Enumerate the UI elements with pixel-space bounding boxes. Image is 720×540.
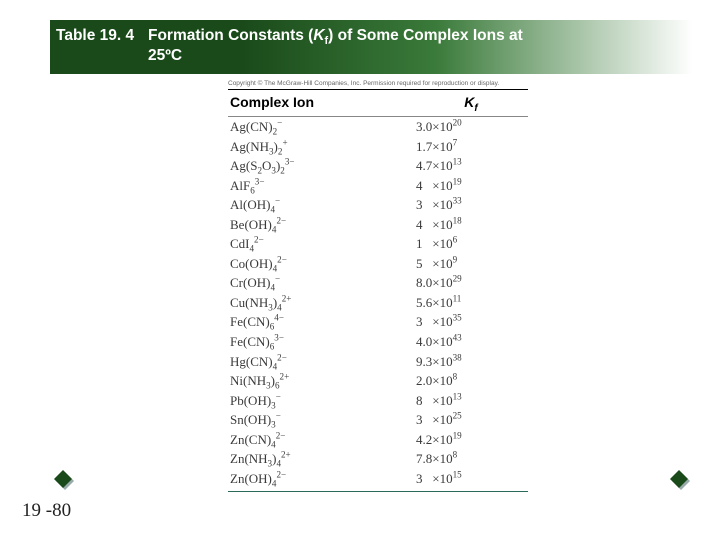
cell-ion: Zn(NH3)42+ bbox=[228, 449, 414, 469]
table-row: Ag(S2O3)23−4.7×1013 bbox=[228, 156, 528, 176]
title-bar: Table 19. 4 Formation Constants (Kf) of … bbox=[50, 20, 693, 74]
cell-ion: Cu(NH3)42+ bbox=[228, 293, 414, 313]
cell-ion: Ag(CN)2− bbox=[228, 117, 414, 137]
cell-kf: 3 ×1033 bbox=[414, 195, 528, 215]
cell-ion: Zn(OH)42− bbox=[228, 469, 414, 492]
cell-ion: Hg(CN)42− bbox=[228, 352, 414, 372]
cell-kf: 5 ×109 bbox=[414, 254, 528, 274]
table-row: Ag(CN)2−3.0×1020 bbox=[228, 117, 528, 137]
cell-ion: Cr(OH)4− bbox=[228, 273, 414, 293]
table-container: Copyright © The McGraw-Hill Companies, I… bbox=[228, 80, 528, 492]
cell-ion: AlF63− bbox=[228, 176, 414, 196]
decoration-diamond-right bbox=[668, 470, 690, 492]
cell-ion: Zn(CN)42− bbox=[228, 430, 414, 450]
cell-kf: 5.6×1011 bbox=[414, 293, 528, 313]
cell-ion: Ag(S2O3)23− bbox=[228, 156, 414, 176]
cell-kf: 1.7×107 bbox=[414, 137, 528, 157]
table-row: Cr(OH)4−8.0×1029 bbox=[228, 273, 528, 293]
table-row: Zn(CN)42−4.2×1019 bbox=[228, 430, 528, 450]
cell-kf: 3 ×1015 bbox=[414, 469, 528, 492]
table-row: Cu(NH3)42+5.6×1011 bbox=[228, 293, 528, 313]
cell-ion: Ag(NH3)2+ bbox=[228, 137, 414, 157]
cell-kf: 8.0×1029 bbox=[414, 273, 528, 293]
cell-kf: 9.3×1038 bbox=[414, 352, 528, 372]
cell-kf: 8 ×1013 bbox=[414, 391, 528, 411]
table-body: Ag(CN)2−3.0×1020Ag(NH3)2+1.7×107Ag(S2O3)… bbox=[228, 117, 528, 492]
table-row: Be(OH)42−4 ×1018 bbox=[228, 215, 528, 235]
copyright-text: Copyright © The McGraw-Hill Companies, I… bbox=[228, 80, 528, 87]
cell-kf: 3 ×1025 bbox=[414, 410, 528, 430]
table-row: CdI42−1 ×106 bbox=[228, 234, 528, 254]
cell-ion: Co(OH)42− bbox=[228, 254, 414, 274]
title-line1: Formation Constants (Kf) of Some Complex… bbox=[148, 26, 523, 46]
table-row: Fe(CN)63−4.0×1043 bbox=[228, 332, 528, 352]
header-kf: Kf bbox=[414, 90, 528, 117]
cell-kf: 4.2×1019 bbox=[414, 430, 528, 450]
table-row: Ag(NH3)2+1.7×107 bbox=[228, 137, 528, 157]
table-row: Co(OH)42−5 ×109 bbox=[228, 254, 528, 274]
cell-ion: Fe(CN)63− bbox=[228, 332, 414, 352]
table-row: Zn(NH3)42+7.8×108 bbox=[228, 449, 528, 469]
table-row: Ni(NH3)62+2.0×108 bbox=[228, 371, 528, 391]
cell-ion: Fe(CN)64− bbox=[228, 312, 414, 332]
table-row: Sn(OH)3−3 ×1025 bbox=[228, 410, 528, 430]
cell-kf: 4 ×1018 bbox=[414, 215, 528, 235]
cell-kf: 3 ×1035 bbox=[414, 312, 528, 332]
decoration-diamond-left bbox=[52, 470, 74, 492]
cell-ion: CdI42− bbox=[228, 234, 414, 254]
cell-ion: Sn(OH)3− bbox=[228, 410, 414, 430]
cell-ion: Be(OH)42− bbox=[228, 215, 414, 235]
cell-ion: Ni(NH3)62+ bbox=[228, 371, 414, 391]
cell-kf: 3.0×1020 bbox=[414, 117, 528, 137]
table-row: Hg(CN)42−9.3×1038 bbox=[228, 352, 528, 372]
cell-kf: 2.0×108 bbox=[414, 371, 528, 391]
cell-kf: 4.7×1013 bbox=[414, 156, 528, 176]
table-row: Fe(CN)64−3 ×1035 bbox=[228, 312, 528, 332]
cell-kf: 4 ×1019 bbox=[414, 176, 528, 196]
cell-ion: Pb(OH)3− bbox=[228, 391, 414, 411]
page-number: 19 -80 bbox=[22, 500, 71, 522]
table-number: Table 19. 4 bbox=[50, 26, 148, 46]
cell-kf: 1 ×106 bbox=[414, 234, 528, 254]
cell-ion: Al(OH)4− bbox=[228, 195, 414, 215]
formation-constants-table: Complex Ion Kf Ag(CN)2−3.0×1020Ag(NH3)2+… bbox=[228, 89, 528, 492]
header-complex-ion: Complex Ion bbox=[228, 90, 414, 117]
table-row: Al(OH)4−3 ×1033 bbox=[228, 195, 528, 215]
cell-kf: 7.8×108 bbox=[414, 449, 528, 469]
cell-kf: 4.0×1043 bbox=[414, 332, 528, 352]
title-line2: 25ºC bbox=[148, 46, 182, 66]
table-row: Pb(OH)3−8 ×1013 bbox=[228, 391, 528, 411]
table-row: AlF63−4 ×1019 bbox=[228, 176, 528, 196]
table-row: Zn(OH)42−3 ×1015 bbox=[228, 469, 528, 492]
